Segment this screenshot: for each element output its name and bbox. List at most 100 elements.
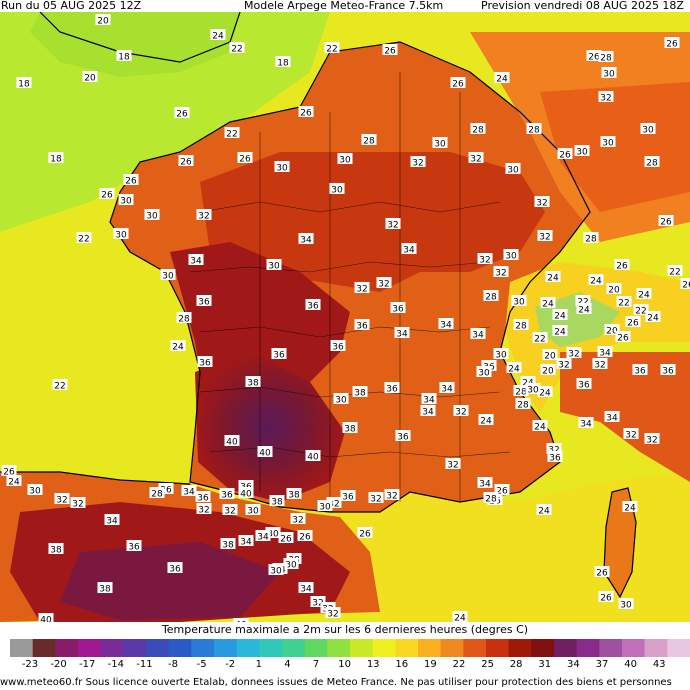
scale-color-cell [350,639,374,657]
svg-text:34: 34 [240,538,252,548]
svg-text:34: 34 [106,517,118,527]
temperature-label: 32 [385,218,401,231]
temperature-label: 32 [534,196,550,209]
temperature-label: 40 [257,446,273,459]
svg-text:32: 32 [386,492,397,502]
svg-text:34: 34 [300,585,312,595]
temperature-label: 34 [401,243,417,256]
temperature-label: 34 [438,318,454,331]
temperature-label: 20 [542,349,558,362]
scale-color-cell [100,639,124,657]
temperature-label: 36 [271,348,287,361]
svg-text:36: 36 [397,433,409,443]
svg-text:30: 30 [478,369,490,379]
svg-text:26: 26 [299,533,311,543]
temperature-label: 38 [269,495,285,508]
svg-text:28: 28 [515,388,527,398]
temperature-label: 28 [483,290,499,303]
svg-text:18: 18 [18,80,30,90]
temperature-label: 22 [76,232,92,245]
temperature-label: 34 [181,485,197,498]
temperature-label: 30 [283,558,299,571]
temperature-label: 32 [376,277,392,290]
scale-tick-label: -2 [225,659,236,670]
svg-text:36: 36 [199,359,211,369]
svg-text:24: 24 [480,417,492,427]
svg-text:24: 24 [534,423,546,433]
temperature-label: 36 [384,382,400,395]
temperature-label: 36 [632,364,648,377]
svg-text:38: 38 [288,491,300,501]
svg-text:36: 36 [307,302,319,312]
temperature-label: 38 [97,582,113,595]
temperature-label: 22 [616,296,632,309]
svg-text:32: 32 [455,408,466,418]
svg-text:36: 36 [221,491,233,501]
svg-text:24: 24 [454,614,466,623]
svg-text:32: 32 [378,280,389,290]
temperature-label: 30 [118,194,134,207]
svg-text:26: 26 [596,569,608,579]
svg-text:24: 24 [496,75,508,85]
temperature-label: 24 [552,309,568,322]
svg-text:20: 20 [608,286,620,296]
svg-text:38: 38 [99,585,111,595]
scale-color-cell [667,639,690,657]
svg-text:26: 26 [588,53,600,63]
temperature-label: 36 [195,491,211,504]
temperature-label: 34 [238,535,254,548]
svg-text:18: 18 [118,53,130,63]
svg-text:30: 30 [602,139,614,149]
svg-text:28: 28 [646,159,658,169]
temperature-label: 30 [266,259,282,272]
spain-hot-core [60,542,280,620]
svg-text:28: 28 [517,401,529,411]
svg-text:32: 32 [292,516,303,526]
svg-text:28: 28 [485,293,497,303]
svg-text:24: 24 [508,365,520,375]
scale-color-cell [10,639,34,657]
svg-text:36: 36 [386,385,398,395]
italy-land [560,352,690,482]
svg-text:32: 32 [548,446,559,456]
svg-text:26: 26 [617,334,629,344]
temperature-label: 34 [477,477,493,490]
temperature-label: 30 [268,564,284,577]
svg-text:24: 24 [539,389,551,399]
scale-tick-label: 40 [624,659,637,670]
svg-text:40: 40 [226,438,238,448]
scale-tick-label: 19 [424,659,437,670]
temperature-label: 24 [645,311,661,324]
svg-text:26: 26 [452,80,464,90]
temperature-label: 26 [450,77,466,90]
temperature-label: 26 [557,148,573,161]
svg-text:36: 36 [356,322,368,332]
temperature-label: 38 [286,488,302,501]
svg-text:22: 22 [231,45,242,55]
temperature-label: 34 [597,346,613,359]
temperature-label: 34 [604,411,620,424]
svg-text:30: 30 [120,197,132,207]
svg-text:26: 26 [660,218,672,228]
svg-text:26: 26 [125,177,137,187]
temperature-label: 30 [337,153,353,166]
mediterranean-sea [330,472,690,622]
temperature-label: 26 [586,50,602,63]
temperature-label: 34 [298,233,314,246]
svg-text:32: 32 [198,506,209,516]
scale-tick-label: 43 [652,659,666,670]
svg-text:28: 28 [178,315,190,325]
temperature-label: 26 [278,532,294,545]
temperature-label: 26 [174,107,190,120]
svg-text:20: 20 [84,74,96,84]
scale-color-cell [372,639,396,657]
temperature-label: 36 [547,451,563,464]
temperature-label: 32 [290,513,306,526]
svg-text:26: 26 [180,158,192,168]
svg-text:30: 30 [434,140,446,150]
temperature-label: 26 [357,527,373,540]
scale-tick-label: 4 [284,659,291,670]
temperature-label: 30 [511,295,527,308]
scale-tick-label: 13 [366,659,380,670]
